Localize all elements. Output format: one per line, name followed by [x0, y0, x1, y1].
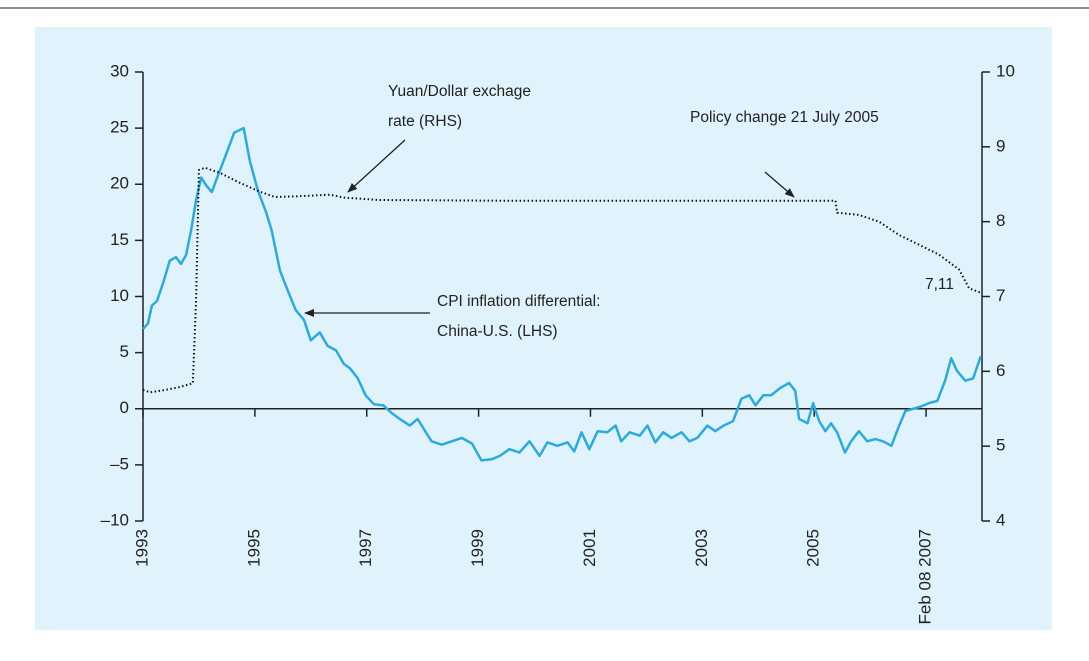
annotation: China-U.S. (LHS) — [437, 323, 558, 340]
y2-tick-label: 10 — [996, 61, 1015, 80]
y2-tick-label: 6 — [996, 361, 1005, 380]
y2-tick-label: 9 — [996, 136, 1005, 155]
y-tick-label: –5 — [110, 454, 129, 473]
annotation: 7,11 — [925, 276, 954, 293]
y2-tick-label: 4 — [996, 510, 1005, 529]
y-tick-label: –10 — [101, 510, 129, 529]
y-tick-label: 30 — [110, 61, 129, 80]
y2-tick-label: 5 — [996, 436, 1005, 455]
y-tick-label: 0 — [120, 398, 129, 417]
x-tick-label: 2005 — [804, 529, 823, 567]
annotation: Policy change 21 July 2005 — [690, 109, 879, 126]
x-tick-label: Feb 08 2007 — [916, 529, 935, 624]
x-tick-label: 2001 — [580, 529, 599, 567]
panel — [35, 27, 1052, 630]
series-line — [142, 166, 982, 394]
x-tick-label: 1995 — [244, 529, 263, 567]
annotation: CPI inflation differential: — [437, 293, 600, 310]
x-tick-label: 1999 — [468, 529, 487, 567]
y-tick-label: 10 — [110, 286, 129, 305]
y2-tick-label: 7 — [996, 286, 1005, 305]
y-tick-label: 25 — [110, 118, 129, 137]
x-tick-label: 1993 — [132, 529, 151, 567]
annotation: Yuan/Dollar exchage — [388, 83, 531, 100]
annotation: rate (RHS) — [388, 113, 462, 130]
x-tick-label: 2003 — [692, 529, 711, 567]
y2-tick-label: 8 — [996, 211, 1005, 230]
x-tick-label: 1997 — [356, 529, 375, 567]
series-line — [142, 126, 983, 462]
arrow — [764, 171, 795, 198]
arrow — [347, 139, 406, 193]
y-tick-label: 5 — [120, 342, 129, 361]
y-tick-label: 20 — [110, 174, 129, 193]
y-tick-label: 15 — [110, 230, 129, 249]
